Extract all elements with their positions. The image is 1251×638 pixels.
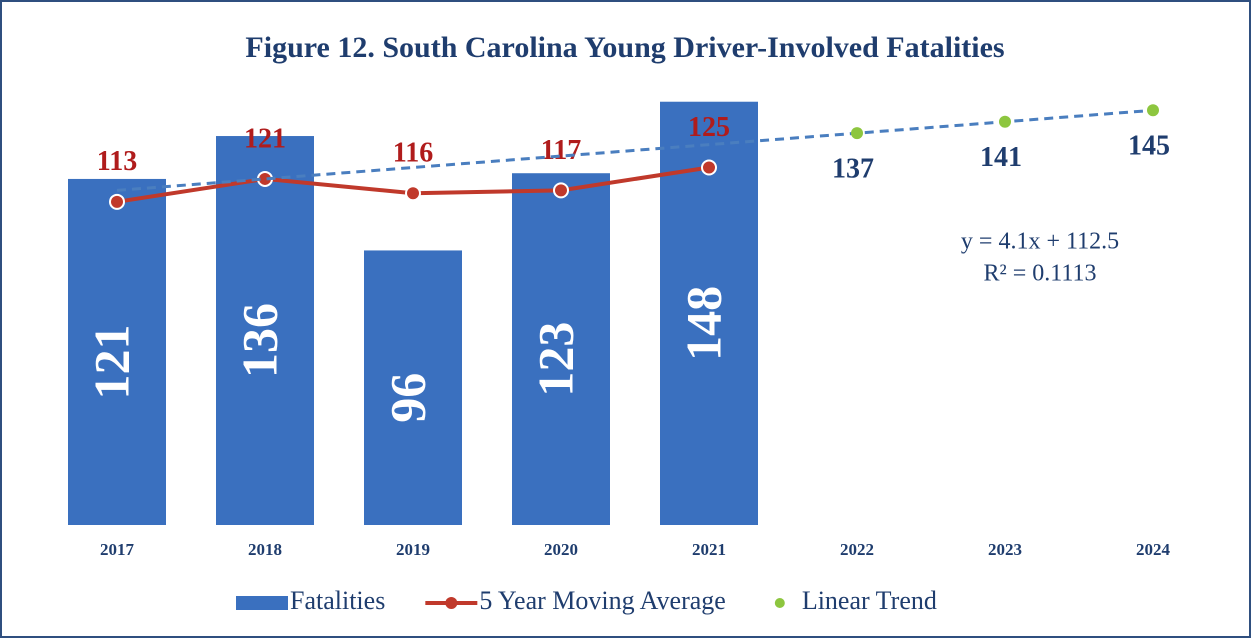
data-label: 116: [393, 138, 433, 169]
x-tick-label: 2017: [100, 540, 135, 559]
line-point: [701, 159, 717, 176]
legend-label: Fatalities: [290, 586, 385, 615]
annotation: R² = 0.1113: [984, 261, 1097, 287]
trend-line: [116, 108, 1154, 192]
x-tick-label: 2021: [692, 540, 726, 559]
data-label: 117: [541, 135, 581, 166]
bar-label: 148: [675, 286, 731, 361]
legend-swatch: [774, 598, 785, 608]
line-point: [553, 182, 569, 199]
x-tick-label: 2018: [248, 540, 282, 559]
trend-point: [999, 115, 1011, 128]
bar-label: 121: [83, 324, 139, 399]
line-point: [405, 185, 421, 202]
data-label: 125: [688, 112, 730, 143]
bar: [364, 250, 462, 525]
x-tick-label: 2020: [544, 540, 578, 559]
chart-title: Figure 12. South Carolina Young Driver-I…: [245, 31, 1004, 64]
data-label: 145: [1128, 131, 1170, 162]
legend-swatch: [236, 596, 288, 610]
bar: [68, 178, 166, 525]
legend-label: Linear Trend: [802, 586, 937, 615]
annotation: y = 4.1x + 112.5: [961, 229, 1119, 255]
line-point: [109, 193, 125, 210]
x-tick-label: 2023: [988, 540, 1022, 559]
data-label: 137: [832, 154, 874, 185]
legend-label: 5 Year Moving Average: [479, 586, 725, 615]
data-label: 141: [980, 142, 1022, 173]
x-tick-label: 2022: [840, 540, 874, 559]
legend-swatch: [445, 597, 458, 609]
bar-label: 96: [379, 373, 435, 423]
bar-label: 136: [231, 303, 287, 378]
bar: [512, 173, 610, 525]
x-tick-label: 2019: [396, 540, 430, 559]
trend-point: [1147, 104, 1159, 117]
bar: [216, 136, 314, 526]
data-label: 113: [97, 146, 137, 177]
bar-label: 123: [527, 322, 583, 397]
data-label: 121: [244, 123, 286, 154]
x-tick-label: 2024: [1136, 540, 1171, 559]
trend-point: [851, 127, 863, 140]
